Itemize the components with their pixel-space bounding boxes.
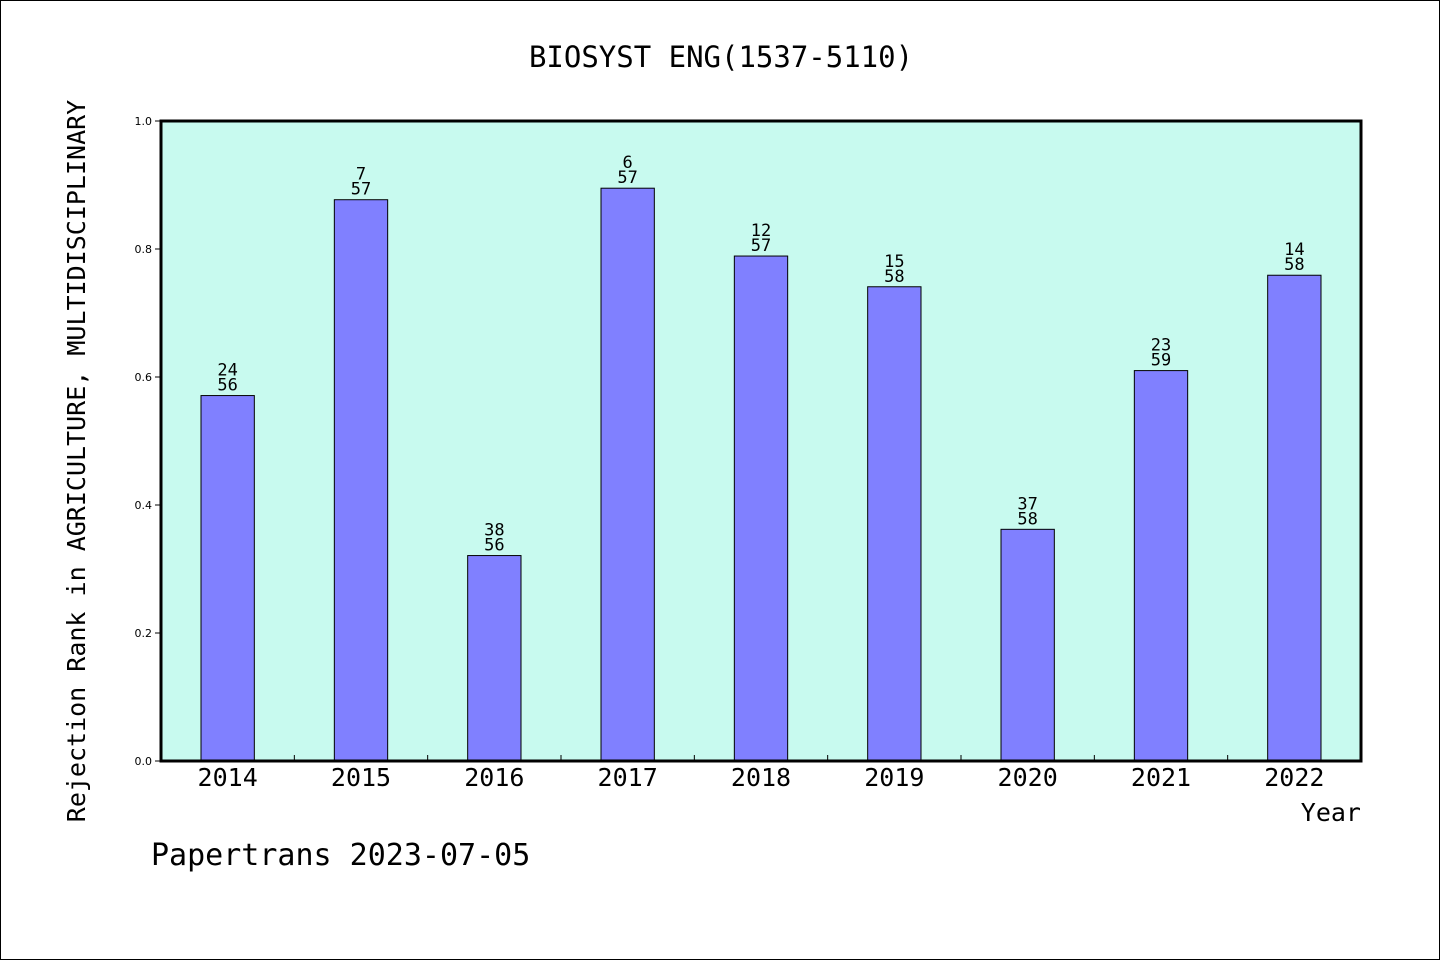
bar-total-label: 58 (1284, 255, 1304, 275)
bar (467, 555, 522, 762)
plot-border (159, 119, 1363, 763)
bar-series (200, 187, 1322, 762)
bar-total-label: 58 (884, 267, 904, 287)
bar-rank-label: 37 (1017, 494, 1037, 514)
bar-rank-label: 12 (751, 221, 771, 241)
x-axis-label: Year (1301, 798, 1361, 827)
x-tick-label: 2017 (598, 763, 658, 792)
bar (1133, 370, 1189, 762)
bar-total-label: 57 (617, 168, 637, 188)
bar-total-label: 56 (217, 376, 237, 396)
bar (600, 187, 655, 762)
x-tick-label: 2016 (464, 763, 524, 792)
x-tick-label: 2022 (1264, 763, 1324, 792)
chart-title: BIOSYST ENG(1537-5110) (529, 40, 913, 74)
bar-rank-label: 6 (623, 153, 633, 173)
bar-total-label: 57 (351, 180, 371, 200)
bar-total-label: 57 (751, 236, 771, 256)
x-tick-label: 2021 (1131, 763, 1191, 792)
x-tick-label: 2014 (198, 763, 258, 792)
bar-rank-label: 24 (217, 361, 237, 381)
bar-rank-label: 23 (1151, 336, 1171, 356)
bar-rank-label: 7 (356, 165, 366, 185)
bar-total-label: 58 (1017, 509, 1037, 529)
y-tick-label: 0.2 (135, 627, 153, 640)
bar-rank-label: 15 (884, 252, 904, 272)
y-axis: 0.0 0.2 0.4 0.6 0.8 1.0 (135, 115, 161, 768)
bar-rank-label: 14 (1284, 240, 1304, 260)
y-tick-label: 0.6 (135, 371, 153, 384)
footer-text: Papertrans 2023-07-05 (151, 838, 530, 873)
x-tick-label: 2019 (864, 763, 924, 792)
x-axis: 2014 2015 2016 2017 2018 2019 2020 2021 2022 (198, 755, 1324, 792)
bar (867, 286, 922, 762)
y-axis-label: Rejection Rank in AGRICULTURE, MULTIDISC… (62, 100, 91, 822)
bar (333, 199, 389, 762)
y-tick-label: 1.0 (135, 115, 153, 128)
bar-total-label: 59 (1151, 351, 1171, 371)
bar-total-label: 56 (484, 536, 504, 556)
y-tick-label: 0.4 (135, 499, 153, 512)
bar-rank-label: 38 (484, 521, 504, 541)
bar (733, 255, 789, 762)
x-tick-label: 2015 (331, 763, 391, 792)
x-tick-label: 2020 (998, 763, 1058, 792)
bar (1000, 528, 1055, 762)
bar (1267, 274, 1322, 762)
bar (200, 395, 255, 762)
x-tick-label: 2018 (731, 763, 791, 792)
y-tick-label: 0.8 (135, 243, 153, 256)
y-tick-label: 0.0 (135, 755, 153, 768)
